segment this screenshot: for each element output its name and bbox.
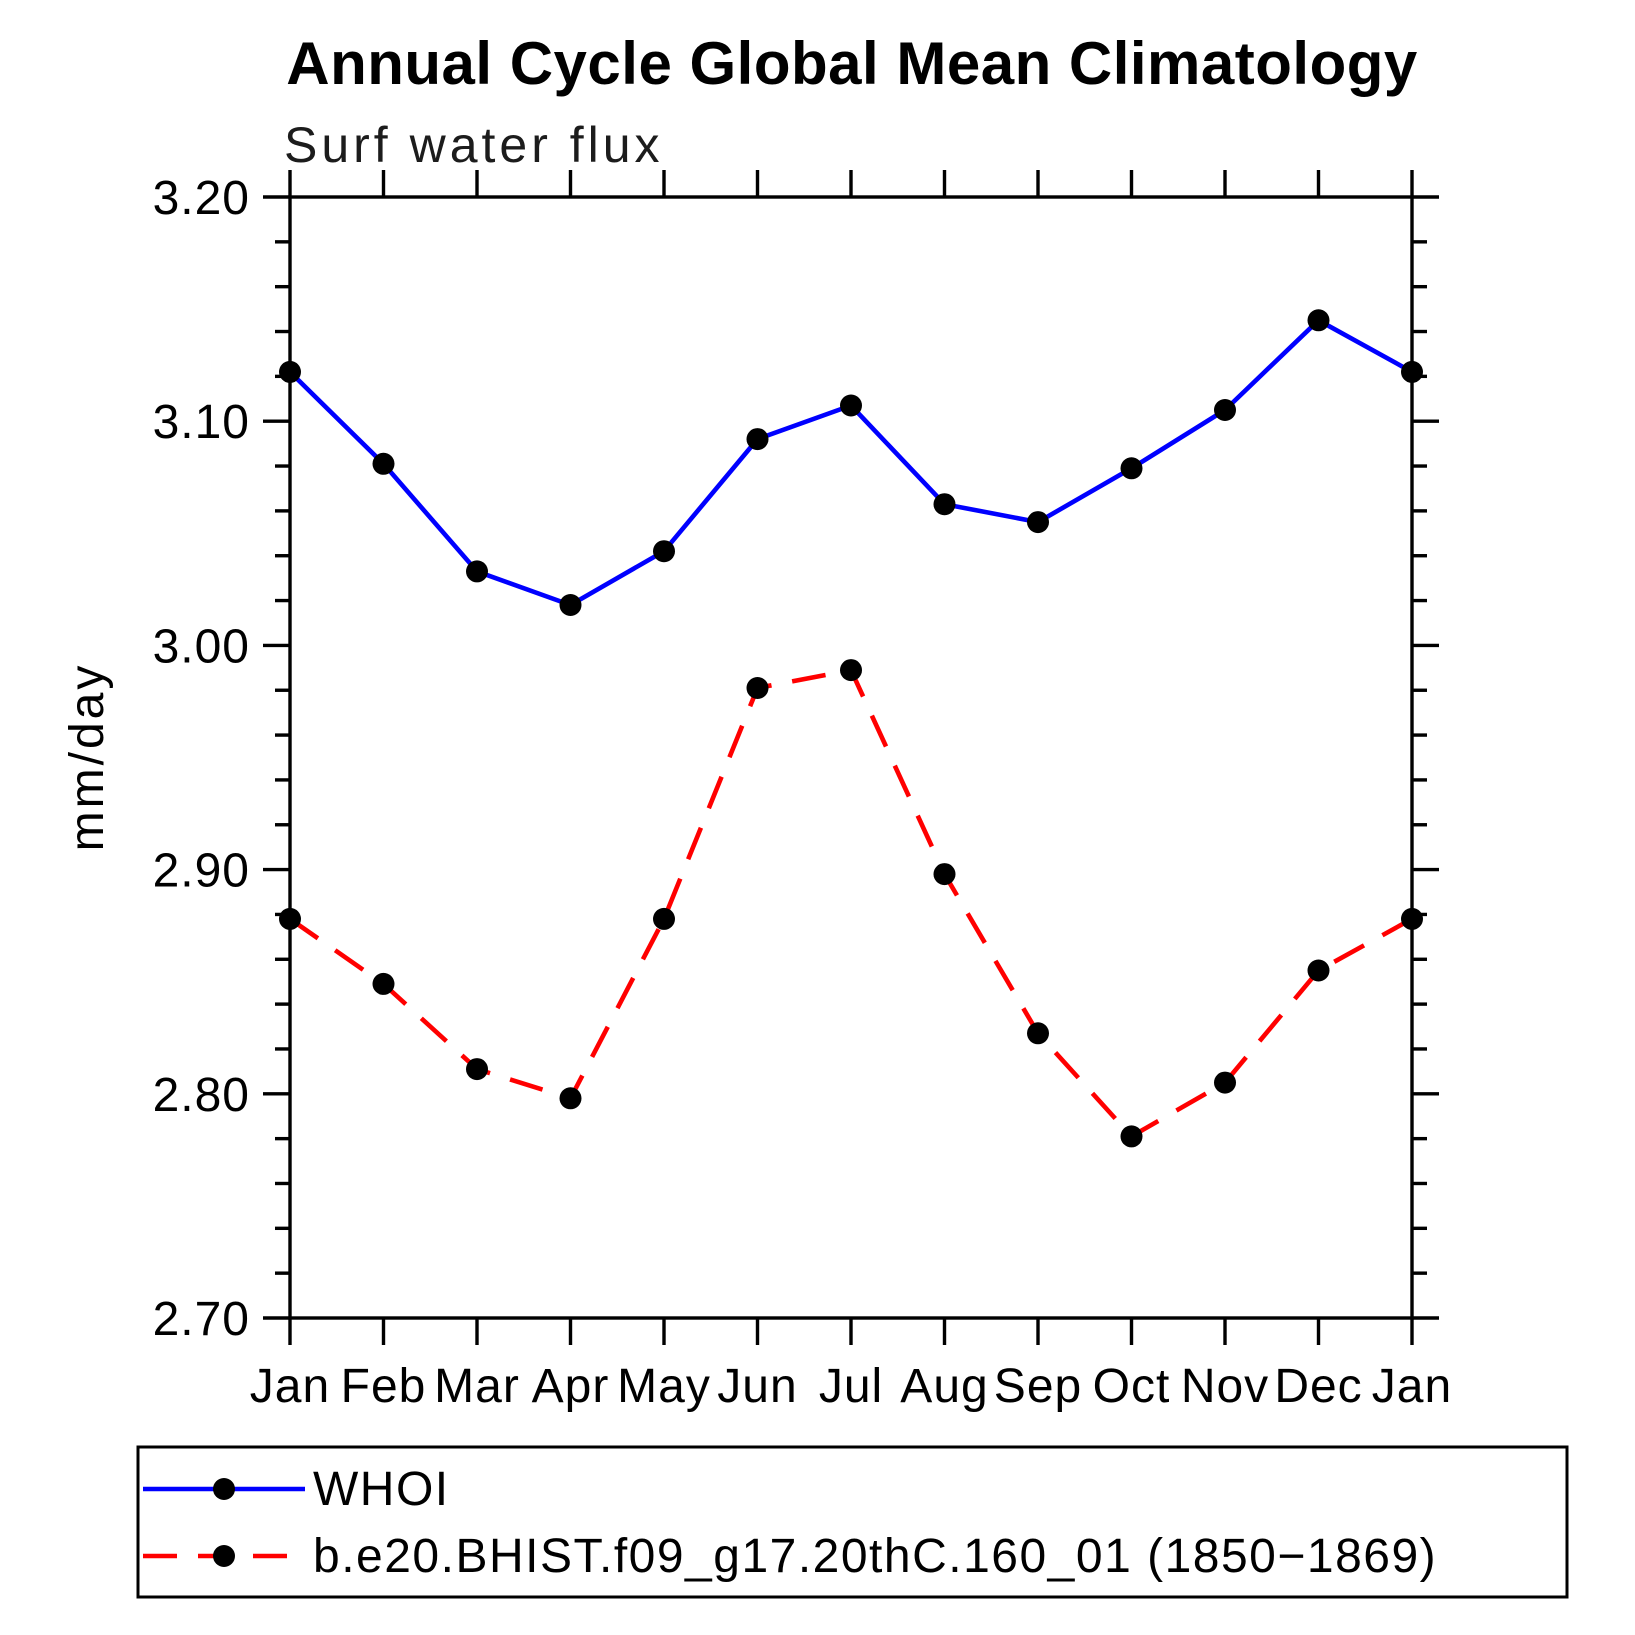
data-point-0-Jan (1401, 360, 1423, 383)
data-point-0-May (653, 540, 675, 563)
data-point-1-Feb (372, 972, 395, 995)
legend-entry-whoi: WHOI (143, 1463, 450, 1516)
x-tick-label: Jan (250, 1360, 330, 1413)
data-point-0-Jul (840, 394, 862, 417)
data-point-1-Oct (1120, 1125, 1143, 1148)
legend-label-model: b.e20.BHIST.f09_g17.20thC.160_01 (1850−1… (313, 1530, 1437, 1583)
x-tick-label: Feb (341, 1360, 427, 1413)
x-tick-label: Dec (1274, 1360, 1362, 1413)
data-point-1-Sep (1027, 1022, 1049, 1045)
x-tick-label: Apr (532, 1360, 610, 1413)
legend-marker-dot (213, 1545, 235, 1567)
y-tick-label: 2.70 (153, 1293, 250, 1346)
x-tick-label: Mar (434, 1360, 520, 1413)
legend-label-whoi: WHOI (313, 1463, 450, 1516)
data-point-0-Jun (746, 428, 769, 451)
y-axis-label: mm/day (61, 663, 114, 852)
chart-subtitle: Surf water flux (284, 117, 664, 173)
data-point-0-Nov (1214, 399, 1236, 421)
x-tick-label: Nov (1181, 1360, 1269, 1413)
chart-title: Annual Cycle Global Mean Climatology (286, 30, 1418, 97)
y-tick-label: 3.20 (153, 172, 250, 225)
series-line-0 (288, 317, 1414, 608)
legend-entry-model: b.e20.BHIST.f09_g17.20thC.160_01 (1850−1… (143, 1530, 1437, 1583)
data-point-0-Apr (559, 594, 582, 616)
data-point-0-Sep (1027, 511, 1049, 534)
data-point-1-Jan (1401, 907, 1423, 930)
data-point-1-Aug (933, 863, 956, 886)
y-tick-label: 3.10 (153, 396, 250, 449)
x-tick-label: May (617, 1360, 711, 1413)
legend-border (136, 1445, 1569, 1599)
x-tick-label: Aug (900, 1360, 988, 1413)
series-line-1 (288, 667, 1414, 1139)
data-point-1-May (653, 907, 675, 930)
data-point-0-Oct (1120, 457, 1143, 480)
x-tick-label: Jun (717, 1360, 797, 1413)
data-point-1-Apr (559, 1087, 582, 1110)
legend-box: WHOI b.e20.BHIST.f09_g17.20thC.160_01 (1… (136, 1445, 1569, 1599)
plot-border (288, 195, 1414, 1320)
data-point-0-Mar (466, 560, 488, 583)
data-point-1-Nov (1214, 1071, 1236, 1094)
data-point-0-Aug (933, 493, 956, 516)
data-point-0-Dec (1307, 309, 1330, 332)
data-point-1-Mar (466, 1058, 488, 1081)
axes-group: Jan Feb Mar Apr May Jun Jul Aug Sep Oct Nov Dec Jan2… (153, 170, 1452, 1413)
data-point-1-Jul (840, 659, 862, 682)
legend-marker-dot (213, 1478, 235, 1500)
y-tick-label: 2.90 (153, 845, 250, 898)
data-point-1-Dec (1307, 959, 1330, 982)
x-tick-label: Jul (819, 1360, 883, 1413)
data-point-0-Feb (372, 452, 395, 475)
x-tick-label: Jan (1372, 1360, 1452, 1413)
x-tick-label: Sep (994, 1360, 1082, 1413)
series-group (279, 309, 1423, 1148)
x-tick-label: Oct (1093, 1360, 1171, 1413)
y-tick-label: 2.80 (153, 1069, 250, 1122)
y-tick-label: 3.00 (153, 620, 250, 673)
data-point-1-Jan (279, 907, 301, 930)
data-point-1-Jun (746, 677, 769, 699)
data-point-0-Jan (279, 360, 301, 383)
